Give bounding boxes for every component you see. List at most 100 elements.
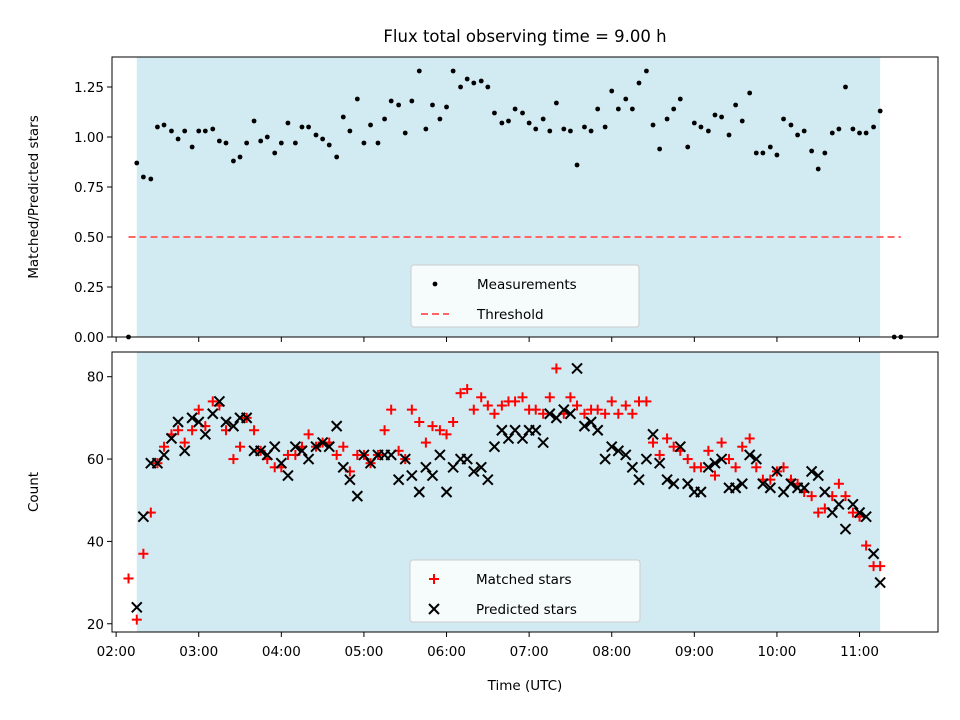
measurement-point-86 bbox=[719, 114, 724, 120]
predicted-star-point-59 bbox=[537, 436, 549, 449]
predicted-star-point-67-b bbox=[591, 424, 604, 436]
predicted-star-point-83 bbox=[702, 461, 715, 474]
matched-star-point-7 bbox=[173, 425, 184, 436]
measurement-point-54 bbox=[499, 120, 505, 126]
x-tick-label: 06:00 bbox=[427, 644, 466, 660]
measurement-point-95 bbox=[781, 116, 786, 122]
measurement-point-87 bbox=[726, 132, 732, 138]
measurement-point-20 bbox=[264, 134, 270, 140]
measurement-point-91 bbox=[753, 150, 759, 156]
predicted-star-point-52-b bbox=[488, 440, 501, 453]
predicted-star-point-79-b bbox=[674, 440, 686, 453]
predicted-star-point-37 bbox=[385, 449, 397, 461]
matched-star-point-78 bbox=[662, 433, 673, 444]
predicted-star-point-21 bbox=[275, 457, 288, 469]
measurement-point-63 bbox=[561, 126, 567, 132]
predicted-star-point-69 bbox=[606, 440, 618, 453]
predicted-star-point-45-b bbox=[440, 486, 453, 498]
top-panel-y-ticks: 0.00 0.25 0.50 0.75 1.00 1.25 bbox=[74, 80, 112, 346]
predicted-star-point-27 bbox=[316, 436, 329, 449]
predicted-star-point-14 bbox=[227, 420, 240, 432]
predicted-star-point-103-b bbox=[839, 523, 852, 535]
predicted-star-point-77-b bbox=[661, 473, 673, 486]
predicted-star-point-71 bbox=[620, 449, 632, 461]
measurement-point-109 bbox=[877, 108, 883, 114]
measurement-point-108 bbox=[871, 124, 876, 130]
matched-star-point-37 bbox=[379, 425, 390, 436]
measurement-point-103 bbox=[836, 126, 842, 132]
predicted-star-point-76-b bbox=[653, 457, 666, 469]
y-tick-label: 80 bbox=[87, 370, 104, 386]
measurement-point-43 bbox=[423, 126, 429, 132]
predicted-star-point-85-b bbox=[715, 453, 728, 465]
measurement-point-50 bbox=[471, 80, 477, 86]
predicted-star-point-12-b bbox=[213, 395, 226, 408]
matched-star-point-107 bbox=[861, 540, 872, 551]
measurement-point-30 bbox=[334, 154, 340, 160]
matched-star-point-104 bbox=[840, 491, 851, 502]
measurement-point-69 bbox=[602, 124, 608, 130]
predicted-star-point-87 bbox=[729, 482, 742, 494]
matched-star-point-73 bbox=[627, 408, 638, 419]
measurement-point-78 bbox=[664, 116, 670, 122]
predicted-star-point-107-b bbox=[867, 548, 880, 560]
matched-star-point-15 bbox=[228, 454, 239, 465]
measurement-point-16 bbox=[237, 154, 243, 160]
predicted-star-point-30-b bbox=[337, 461, 349, 474]
predicted-star-point-90-b bbox=[750, 453, 762, 465]
matched-star-point-100 bbox=[813, 507, 824, 518]
predicted-star-point-28-b bbox=[323, 440, 335, 453]
measurement-point-1 bbox=[134, 160, 140, 166]
top-panel: 0.00 0.25 0.50 0.75 1.00 1.25 Matched/Predict… bbox=[26, 56, 939, 346]
predicted-star-point-65-b bbox=[578, 420, 591, 432]
matched-star-point-52 bbox=[482, 400, 493, 411]
matched-star-point-79 bbox=[668, 441, 679, 452]
predicted-star-point-32 bbox=[351, 490, 364, 502]
matched-star-point-56 bbox=[510, 396, 521, 407]
predicted-star-point-3-b bbox=[151, 457, 164, 469]
predicted-star-point-42 bbox=[420, 461, 432, 474]
predicted-star-point-100-b bbox=[819, 486, 831, 498]
predicted-star-point-101 bbox=[826, 506, 838, 519]
chart-title: Flux total observing time = 9.00 h bbox=[383, 27, 666, 46]
legend-label: Matched stars bbox=[476, 572, 572, 588]
matched-star-point-42 bbox=[414, 417, 425, 427]
x-tick-label: 03:00 bbox=[179, 644, 218, 660]
predicted-star-point-44 bbox=[434, 449, 446, 461]
predicted-star-point-92-b bbox=[764, 482, 777, 494]
measurement-point-93 bbox=[767, 144, 773, 150]
matched-star-point-1 bbox=[131, 614, 142, 625]
y-tick-label: 0.25 bbox=[74, 280, 104, 296]
predicted-star-point-1 bbox=[137, 510, 150, 523]
predicted-star-point-7-b bbox=[178, 445, 191, 457]
predicted-star-point-26-b bbox=[310, 440, 322, 453]
matched-star-point-70 bbox=[606, 396, 617, 407]
predicted-star-point-9-b bbox=[193, 416, 205, 428]
measurement-point-52 bbox=[485, 84, 491, 90]
predicted-star-point-95 bbox=[785, 478, 797, 490]
matched-star-point-66 bbox=[579, 408, 590, 419]
measurement-point-47 bbox=[450, 68, 456, 74]
legend-box bbox=[409, 559, 641, 623]
matched-star-point-30 bbox=[331, 449, 342, 460]
predicted-star-point-41-b bbox=[413, 486, 425, 498]
top-panel-legend: Measurements Threshold bbox=[410, 264, 640, 328]
matched-star-point-45 bbox=[434, 425, 445, 436]
predicted-star-point-51 bbox=[482, 473, 494, 486]
x-tick-label: 02:00 bbox=[97, 644, 136, 660]
predicted-star-point-84 bbox=[709, 457, 721, 469]
predicted-star-point-63 bbox=[564, 408, 577, 420]
predicted-star-point-72-b bbox=[626, 461, 639, 474]
bottom-panel-frame bbox=[111, 351, 939, 633]
predicted-star-point-13 bbox=[220, 416, 232, 428]
predicted-star-point-43 bbox=[426, 469, 439, 482]
measurement-point-13 bbox=[216, 138, 222, 144]
matched-star-point-44 bbox=[427, 421, 438, 432]
predicted-star-point-83-b bbox=[702, 461, 715, 474]
predicted-star-point-31-b bbox=[344, 473, 356, 486]
matched-star-point-41 bbox=[406, 404, 417, 415]
matched-star-point-12 bbox=[207, 396, 218, 407]
predicted-star-point-72 bbox=[626, 461, 639, 474]
predicted-star-point-5 bbox=[165, 432, 178, 445]
